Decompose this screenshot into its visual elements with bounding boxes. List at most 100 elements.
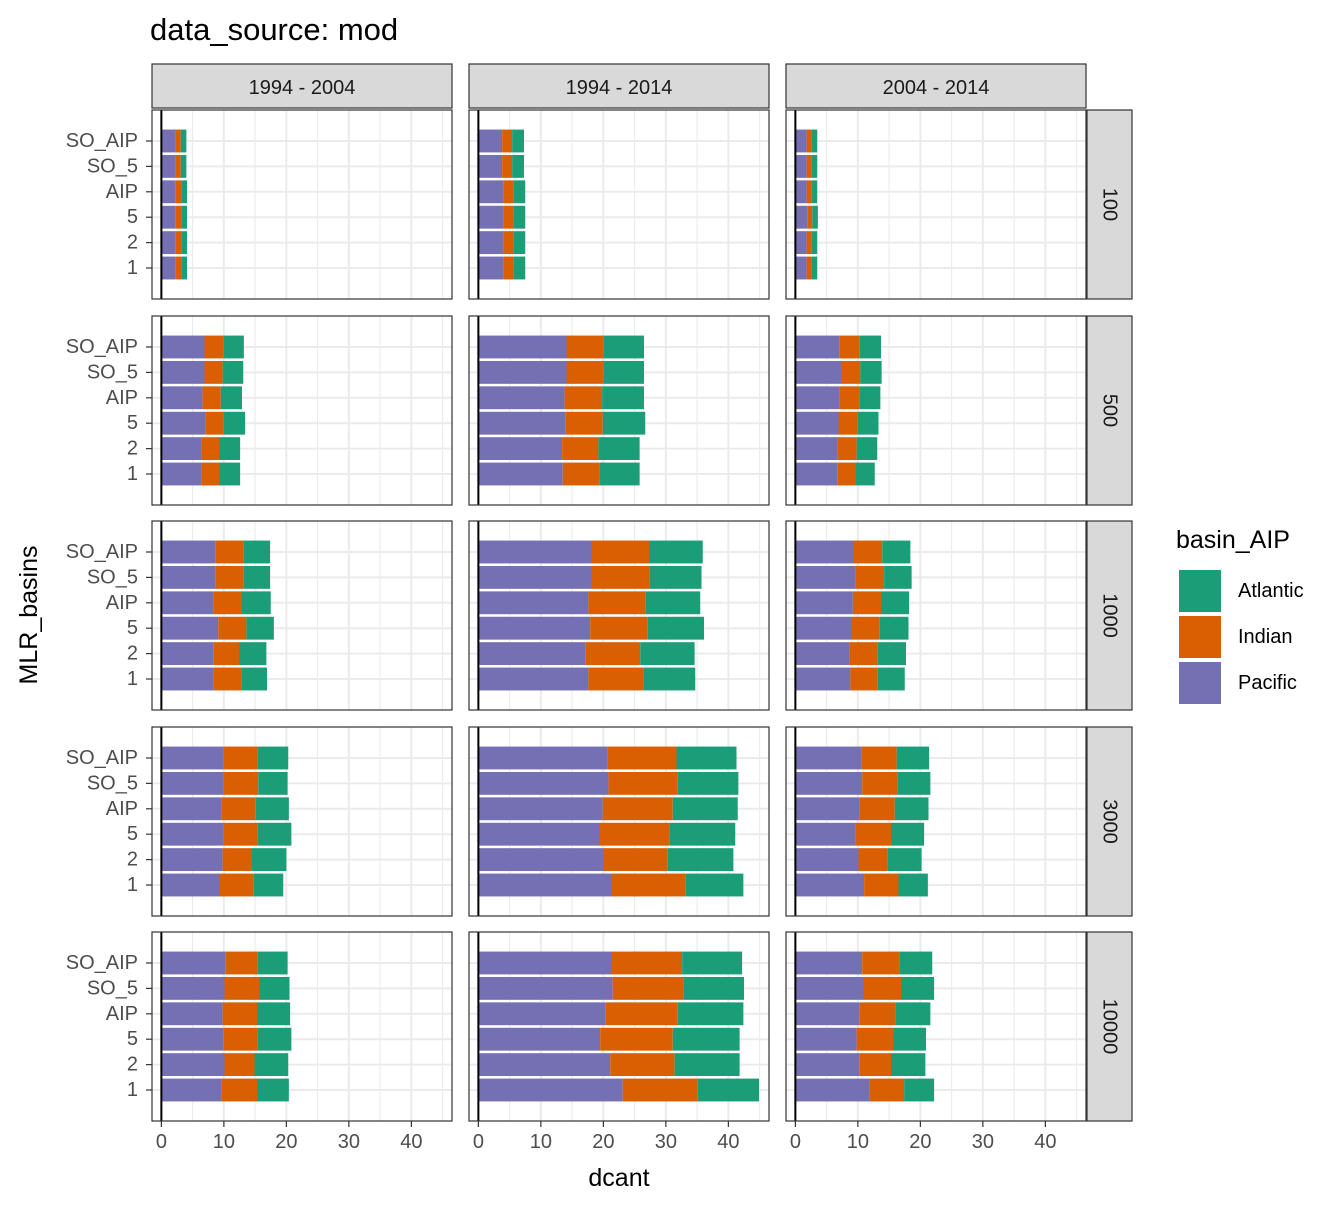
bar-segment-pacific xyxy=(478,667,589,691)
y-tick-label: 1 xyxy=(127,668,138,690)
bar-segment-pacific xyxy=(161,1078,222,1102)
bar-segment-atlantic xyxy=(859,335,881,359)
bar-segment-pacific xyxy=(161,1027,224,1051)
bar-segment-atlantic xyxy=(672,1027,740,1051)
bar-segment-atlantic xyxy=(243,565,271,589)
bar-segment-indian xyxy=(213,591,242,615)
panel xyxy=(151,931,453,1122)
bar-segment-indian xyxy=(851,616,880,640)
y-tick-label: 1 xyxy=(127,463,138,485)
bar-segment-atlantic xyxy=(252,848,287,872)
bar-segment-atlantic xyxy=(257,951,288,975)
bar-segment-atlantic xyxy=(887,848,922,872)
panel xyxy=(468,520,770,711)
bar-segment-atlantic xyxy=(241,667,267,691)
y-axis-label: MLR_basins xyxy=(15,546,43,685)
bar-segment-pacific xyxy=(161,154,176,178)
bar-segment-indian xyxy=(502,154,513,178)
x-tick-label: 20 xyxy=(909,1131,931,1153)
bar-segment-pacific xyxy=(161,540,216,564)
row-strip-label: 100 xyxy=(1099,188,1121,221)
bar-segment-indian xyxy=(225,951,258,975)
bar-segment-indian xyxy=(222,1002,257,1026)
bar-segment-indian xyxy=(806,154,812,178)
x-tick-label: 30 xyxy=(655,1131,677,1153)
bar-segment-pacific xyxy=(795,1027,857,1051)
bar-segment-atlantic xyxy=(649,565,702,589)
bar-segment-indian xyxy=(839,335,860,359)
bar-segment-pacific xyxy=(478,411,566,435)
panel xyxy=(785,726,1087,917)
y-tick-label: 5 xyxy=(127,617,138,639)
bar-segment-pacific xyxy=(478,1002,606,1026)
bar-segment-pacific xyxy=(795,360,841,384)
bar-segment-atlantic xyxy=(811,129,818,153)
bar-segment-pacific xyxy=(795,129,807,153)
bar-segment-pacific xyxy=(478,386,565,410)
bar-segment-atlantic xyxy=(901,976,935,1000)
bar-segment-pacific xyxy=(478,540,592,564)
bar-segment-indian xyxy=(837,437,857,461)
y-tick-label: AIP xyxy=(106,1003,138,1025)
y-tick-label: SO_AIP xyxy=(66,130,138,152)
bar-segment-indian xyxy=(862,771,898,795)
y-tick-label: AIP xyxy=(106,181,138,203)
bar-segment-indian xyxy=(837,462,856,486)
bar-segment-pacific xyxy=(161,565,216,589)
y-tick-label: AIP xyxy=(106,798,138,820)
x-axis-label: dcant xyxy=(588,1164,649,1192)
bar-segment-atlantic xyxy=(812,205,818,229)
bar-segment-pacific xyxy=(795,565,856,589)
bar-segment-indian xyxy=(839,386,860,410)
bar-segment-atlantic xyxy=(242,591,271,615)
bar-segment-pacific xyxy=(161,822,224,846)
bar-segment-pacific xyxy=(478,771,609,795)
bar-segment-indian xyxy=(604,848,668,872)
bar-segment-indian xyxy=(588,591,646,615)
bar-segment-atlantic xyxy=(697,1078,759,1102)
panel xyxy=(151,109,453,300)
bar-segment-atlantic xyxy=(647,616,704,640)
bar-segment-indian xyxy=(864,873,899,897)
bar-segment-pacific xyxy=(478,1053,611,1077)
bar-segment-indian xyxy=(215,565,244,589)
panel-border xyxy=(785,109,1087,300)
panel xyxy=(151,315,453,506)
panel-border xyxy=(151,315,453,506)
panel xyxy=(785,109,1087,300)
bar-segment-atlantic xyxy=(223,411,246,435)
bar-segment-atlantic xyxy=(513,205,526,229)
panels xyxy=(151,109,1087,1122)
bar-segment-pacific xyxy=(478,231,504,255)
bar-segment-pacific xyxy=(795,746,862,770)
bar-segment-pacific xyxy=(478,951,612,975)
bar-segment-indian xyxy=(607,746,677,770)
bar-segment-indian xyxy=(175,256,182,280)
bar-segment-atlantic xyxy=(896,746,930,770)
column-strip xyxy=(468,63,770,109)
bar-segment-atlantic xyxy=(877,642,906,666)
bar-segment-pacific xyxy=(478,746,608,770)
bar-segment-atlantic xyxy=(246,616,274,640)
x-tick-label: 0 xyxy=(790,1131,801,1153)
bar-segment-indian xyxy=(602,797,673,821)
bar-segment-indian xyxy=(591,540,649,564)
y-tick-label: SO_5 xyxy=(87,361,138,383)
panel-border xyxy=(785,520,1087,711)
bar-segment-atlantic xyxy=(258,771,288,795)
bar-segment-atlantic xyxy=(899,951,933,975)
panel-border xyxy=(151,520,453,711)
legend-label: Atlantic xyxy=(1238,580,1304,602)
legend-title: basin_AIP xyxy=(1176,526,1290,554)
bar-segment-indian xyxy=(223,822,258,846)
y-tick-label: AIP xyxy=(106,387,138,409)
bar-segment-atlantic xyxy=(181,231,187,255)
bar-segment-atlantic xyxy=(682,951,743,975)
bar-segment-indian xyxy=(224,1053,255,1077)
bar-segment-atlantic xyxy=(895,1002,931,1026)
bar-segment-atlantic xyxy=(811,256,818,280)
bar-segment-atlantic xyxy=(239,642,267,666)
bar-segment-indian xyxy=(585,642,641,666)
panel xyxy=(151,726,453,917)
